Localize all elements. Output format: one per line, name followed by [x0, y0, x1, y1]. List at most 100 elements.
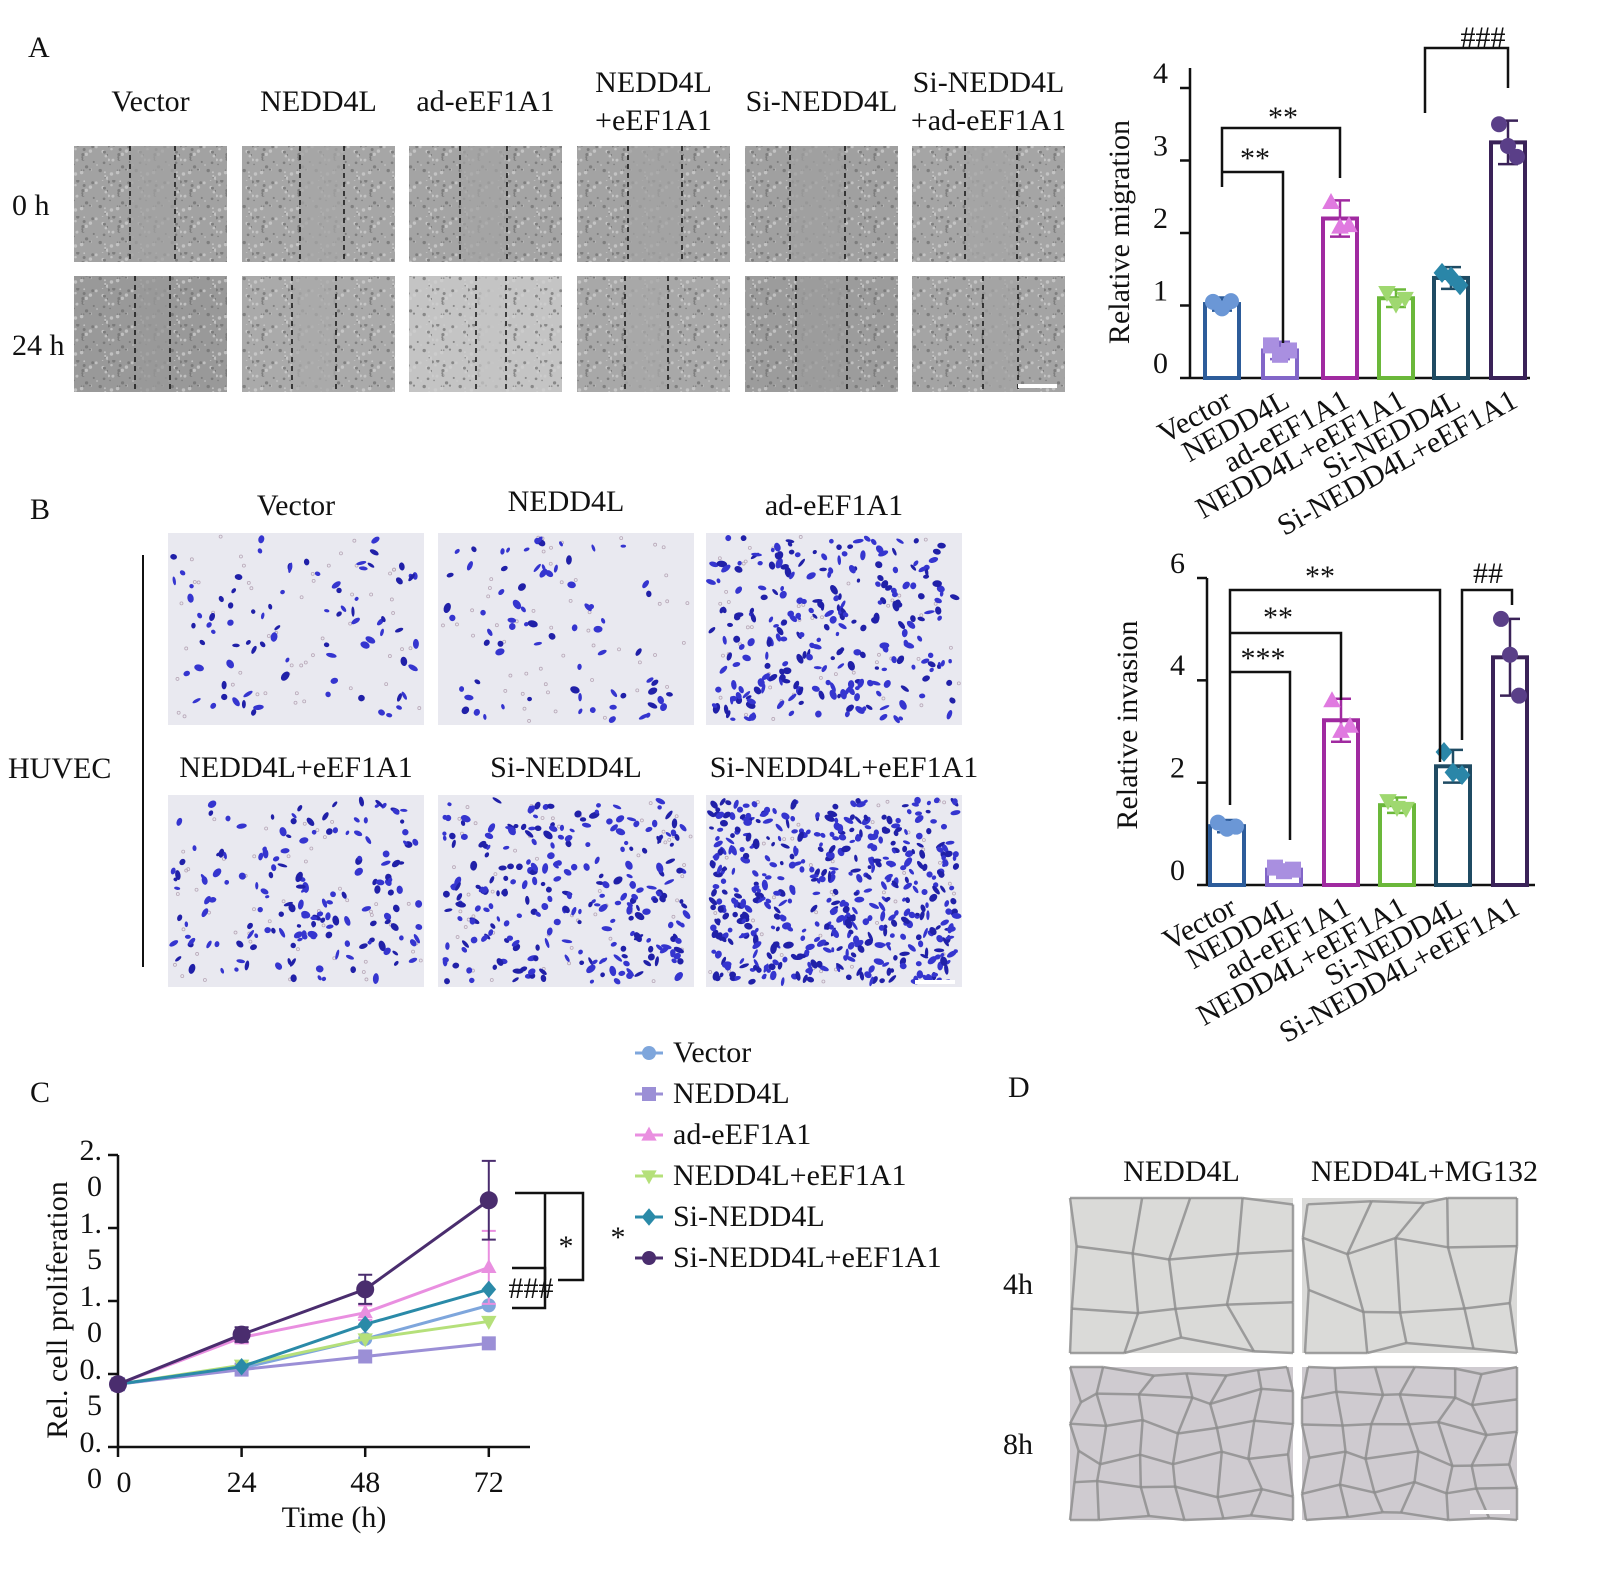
stained-cell: [183, 670, 190, 677]
stained-cell: [746, 698, 756, 705]
stained-cell: [280, 589, 285, 595]
stained-cell: [712, 854, 717, 859]
stained-cell: [456, 893, 463, 901]
pore: [361, 970, 366, 974]
pore: [246, 580, 251, 585]
stained-cell: [321, 898, 328, 908]
tube: [1137, 1394, 1144, 1421]
stained-cell: [900, 933, 907, 940]
stained-cell: [842, 905, 850, 913]
stained-cell: [865, 873, 872, 880]
tube: [1226, 1368, 1259, 1377]
pore: [466, 892, 471, 897]
pore: [310, 572, 315, 576]
pore: [820, 615, 824, 620]
stained-cell: [548, 825, 558, 832]
stained-cell: [846, 704, 854, 712]
stained-cell: [876, 690, 882, 697]
pore: [921, 838, 926, 842]
pore: [617, 647, 621, 652]
column-title: ad-eEF1A1: [416, 85, 554, 118]
stained-cell: [357, 855, 363, 861]
tube: [1338, 1451, 1347, 1485]
tube: [1131, 1197, 1144, 1254]
stained-cell: [528, 805, 533, 814]
pore: [796, 604, 801, 609]
stained-cell: [830, 907, 838, 916]
stained-cell: [534, 825, 542, 832]
stained-cell: [863, 888, 873, 893]
stained-cell: [927, 652, 934, 659]
stained-cell: [402, 829, 409, 836]
image-title: ad-eEF1A1: [765, 489, 903, 522]
stained-cell: [500, 548, 505, 555]
pore: [949, 645, 953, 650]
stained-cell: [856, 578, 861, 583]
significance-bracket: [512, 1266, 547, 1310]
stained-cell: [845, 974, 852, 981]
stained-cell: [188, 937, 196, 945]
stained-cell: [828, 845, 836, 854]
stained-cell: [200, 874, 208, 882]
stained-cell: [783, 941, 794, 949]
pore: [875, 660, 879, 665]
stained-cell: [451, 839, 456, 848]
stained-cell: [380, 628, 384, 637]
stained-cell: [657, 834, 663, 844]
stained-cell: [412, 638, 419, 649]
stained-cell: [564, 835, 573, 842]
stained-cell: [946, 709, 953, 720]
stained-cell: [951, 912, 962, 919]
stained-cell: [830, 870, 836, 875]
stained-cell: [533, 563, 541, 573]
significance-bracket: [1222, 170, 1285, 343]
stained-cell: [795, 971, 801, 981]
legend-label: Si-NEDD4L+eEF1A1: [673, 1241, 942, 1274]
stained-cell: [743, 716, 752, 722]
tube: [1098, 1514, 1150, 1522]
pore: [296, 947, 300, 952]
stained-cell: [753, 686, 762, 695]
stained-cell: [473, 708, 480, 716]
data-point: [479, 1191, 498, 1210]
tube: [1334, 1365, 1376, 1370]
stained-cell: [766, 952, 773, 960]
stained-cell: [810, 959, 818, 969]
stained-cell: [257, 906, 263, 913]
stained-cell: [745, 812, 752, 819]
stained-cell: [721, 564, 731, 573]
stained-cell: [323, 642, 330, 648]
stained-cell: [351, 606, 355, 617]
stained-cell: [826, 897, 832, 903]
stained-cell: [918, 566, 928, 573]
tube: [1253, 1350, 1294, 1355]
stained-cell: [452, 962, 460, 969]
pore: [326, 563, 331, 568]
stained-cell: [710, 800, 718, 809]
stained-cell: [312, 922, 316, 928]
stained-cell: [671, 818, 678, 829]
stained-cell: [899, 962, 907, 970]
stained-cell: [854, 854, 858, 862]
pore: [527, 719, 531, 723]
stained-cell: [781, 619, 787, 626]
data-point: [232, 1325, 251, 1344]
stained-cell: [821, 665, 828, 673]
pore: [369, 909, 373, 914]
stained-cell: [310, 916, 318, 921]
stained-cell: [665, 858, 676, 864]
stained-cell: [191, 622, 196, 629]
stained-cell: [721, 889, 728, 895]
stained-cell: [725, 837, 735, 845]
stained-cell: [609, 965, 617, 977]
pore: [751, 918, 755, 923]
stained-cell: [206, 622, 212, 628]
stained-cell: [759, 811, 769, 817]
stained-cell: [941, 843, 949, 853]
pore: [559, 580, 564, 585]
stained-cell: [950, 810, 961, 816]
stained-cell: [854, 693, 860, 702]
pore: [363, 959, 368, 964]
stained-cell: [768, 963, 776, 971]
tube: [1448, 1516, 1490, 1522]
